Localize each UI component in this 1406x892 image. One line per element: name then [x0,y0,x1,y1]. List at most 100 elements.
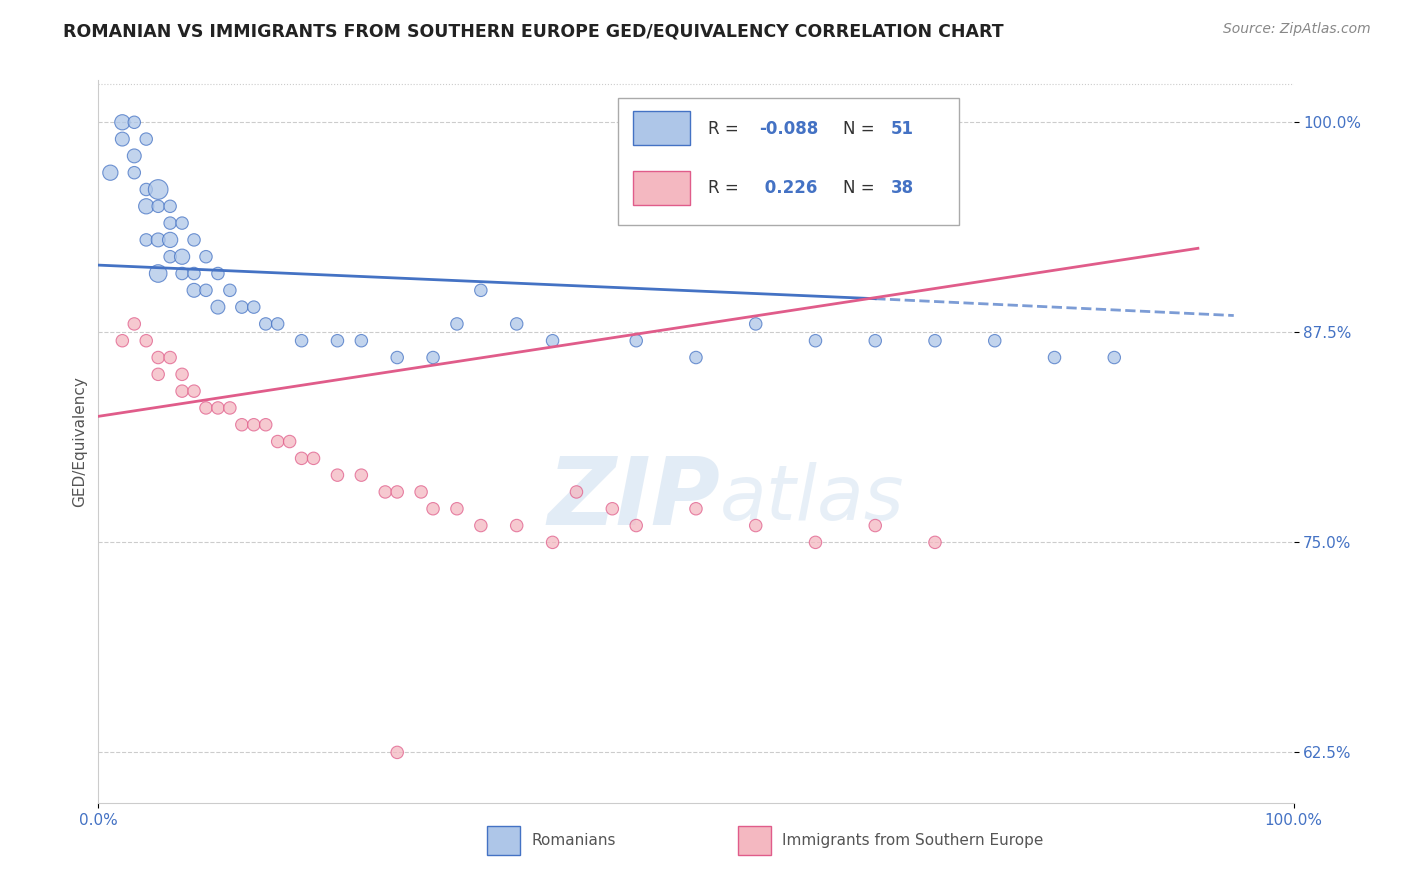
Point [411,485,433,500]
Point [111,334,134,348]
Point [685,501,707,516]
Point [565,485,588,500]
Point [243,300,266,314]
Point [350,334,373,348]
Point [135,334,157,348]
Point [159,216,181,230]
Text: 0.226: 0.226 [759,179,818,197]
Point [254,417,277,432]
Point [148,351,170,365]
Point [231,300,253,314]
Point [148,233,170,247]
Point [219,283,242,297]
Bar [633,111,690,145]
Point [422,501,444,516]
Point [1043,351,1066,365]
Point [148,267,170,281]
Point [350,468,373,483]
Text: -0.088: -0.088 [759,120,818,138]
Point [159,250,181,264]
Point [98,166,122,180]
Point [124,149,146,163]
Point [541,535,564,549]
Point [243,417,266,432]
Point [148,199,170,213]
Point [159,199,181,213]
Point [135,199,157,213]
Point [385,745,409,759]
Point [183,283,205,297]
Point [111,115,134,129]
Point [159,233,181,247]
Point [278,434,301,449]
Point [804,334,827,348]
Point [291,334,314,348]
Point [183,384,205,398]
Point [207,267,229,281]
Point [385,485,409,500]
Bar [738,826,772,855]
Point [254,317,277,331]
Point [135,132,157,146]
Point [422,351,444,365]
Point [602,501,624,516]
Point [446,317,468,331]
Point [745,518,768,533]
Point [924,334,946,348]
Point [183,267,205,281]
Point [626,334,648,348]
Point [685,351,707,365]
Point [111,132,134,146]
Point [172,384,194,398]
Text: atlas: atlas [720,462,904,536]
FancyBboxPatch shape [619,98,959,225]
Point [159,351,181,365]
Point [626,518,648,533]
Text: Romanians: Romanians [531,833,616,848]
Point [231,417,253,432]
Point [865,518,887,533]
Point [470,283,492,297]
Point [326,334,349,348]
Point [207,300,229,314]
Point [183,233,205,247]
Text: N =: N = [844,179,880,197]
Point [172,267,194,281]
Point [804,535,827,549]
Point [302,451,325,466]
Text: ROMANIAN VS IMMIGRANTS FROM SOUTHERN EUROPE GED/EQUIVALENCY CORRELATION CHART: ROMANIAN VS IMMIGRANTS FROM SOUTHERN EUR… [63,22,1004,40]
Point [207,401,229,415]
Point [984,334,1007,348]
Point [470,518,492,533]
Point [172,216,194,230]
Point [219,401,242,415]
Point [541,334,564,348]
Point [148,182,170,196]
Point [1104,351,1126,365]
Point [326,468,349,483]
Point [291,451,314,466]
Text: 38: 38 [891,179,914,197]
Point [195,401,218,415]
Point [267,317,290,331]
Point [267,434,290,449]
Point [148,368,170,382]
Point [745,317,768,331]
Point [195,250,218,264]
Point [924,535,946,549]
Point [135,233,157,247]
Text: R =: R = [709,120,744,138]
Bar [486,826,520,855]
Point [374,485,396,500]
Point [385,351,409,365]
Text: N =: N = [844,120,880,138]
Text: Source: ZipAtlas.com: Source: ZipAtlas.com [1223,22,1371,37]
Bar [633,170,690,205]
Point [446,501,468,516]
Point [865,334,887,348]
Point [506,518,529,533]
Point [195,283,218,297]
Point [135,182,157,196]
Text: R =: R = [709,179,744,197]
Point [124,166,146,180]
